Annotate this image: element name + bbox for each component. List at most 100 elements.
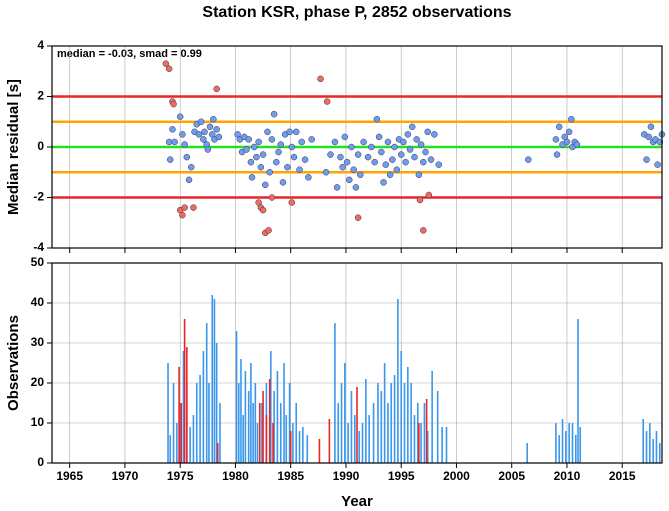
x-tick-label: 1970 xyxy=(112,469,139,483)
bar xyxy=(235,331,238,463)
bar xyxy=(436,391,439,463)
point xyxy=(378,148,385,156)
plot-frame xyxy=(51,262,663,464)
point xyxy=(409,123,416,131)
point xyxy=(565,128,573,136)
annotation: median = -0.03, smad = 0.99 xyxy=(57,48,202,60)
point xyxy=(245,136,252,143)
point xyxy=(656,138,664,146)
point xyxy=(270,110,278,118)
point xyxy=(308,136,315,143)
bar xyxy=(642,419,645,463)
bar xyxy=(407,367,409,463)
plot-frame xyxy=(51,45,663,249)
bar xyxy=(365,379,367,463)
point xyxy=(286,128,293,136)
bar xyxy=(350,391,353,463)
point xyxy=(416,196,424,204)
bar xyxy=(368,415,370,463)
x-tick-label: 1990 xyxy=(333,469,360,483)
bar xyxy=(213,299,216,463)
point xyxy=(333,184,341,191)
bar xyxy=(575,435,577,463)
bar xyxy=(182,351,185,463)
bar xyxy=(179,403,181,463)
point xyxy=(317,75,324,83)
point xyxy=(301,156,309,163)
bar xyxy=(272,423,274,463)
point xyxy=(647,123,655,131)
bar xyxy=(655,431,658,463)
point xyxy=(343,158,351,166)
bar xyxy=(526,443,528,463)
y-tick-label: 40 xyxy=(31,295,45,309)
point xyxy=(420,227,427,234)
y-tick-label: 10 xyxy=(31,415,45,429)
x-tick-label: 1985 xyxy=(277,469,304,483)
bar xyxy=(353,415,356,463)
bar xyxy=(344,363,346,463)
point xyxy=(169,126,176,133)
point xyxy=(187,163,195,171)
bar xyxy=(237,383,240,463)
point xyxy=(568,115,575,123)
point xyxy=(273,158,280,166)
bar xyxy=(215,343,218,463)
bar xyxy=(426,431,429,463)
bar xyxy=(403,383,406,463)
bar xyxy=(302,427,304,463)
point xyxy=(210,115,217,123)
x-tick-label: 2005 xyxy=(498,469,525,483)
point xyxy=(352,184,360,191)
point xyxy=(243,146,250,153)
bar xyxy=(258,403,261,463)
y-axis-label: Median residual [s] xyxy=(5,79,22,215)
bar xyxy=(250,363,252,463)
bar xyxy=(372,403,375,463)
point xyxy=(179,131,186,138)
y-tick-label: 20 xyxy=(31,375,45,389)
point xyxy=(265,227,272,234)
point xyxy=(654,161,661,168)
bar xyxy=(380,391,383,463)
bar xyxy=(183,319,186,463)
bar xyxy=(658,443,661,463)
point xyxy=(364,153,372,161)
x-axis-label: Year xyxy=(341,493,373,510)
point xyxy=(190,204,197,211)
bar xyxy=(390,383,393,463)
point xyxy=(341,133,349,141)
point xyxy=(360,138,367,146)
bar xyxy=(186,347,188,463)
bar xyxy=(652,439,654,463)
point xyxy=(427,156,435,163)
point xyxy=(266,169,273,176)
point xyxy=(402,158,409,166)
bar xyxy=(295,403,298,463)
bar xyxy=(252,403,254,463)
point xyxy=(404,131,412,138)
point xyxy=(165,65,173,72)
point xyxy=(400,138,407,146)
point xyxy=(573,141,581,148)
point xyxy=(305,174,312,181)
bar xyxy=(358,431,361,463)
bar xyxy=(268,379,271,463)
point xyxy=(206,123,214,131)
point xyxy=(397,151,405,158)
point xyxy=(162,60,170,67)
bar xyxy=(279,403,282,463)
bar xyxy=(205,323,208,463)
bar xyxy=(356,387,358,463)
point xyxy=(422,148,429,156)
x-tick-label: 2010 xyxy=(554,469,581,483)
point xyxy=(327,151,334,158)
point xyxy=(380,179,387,186)
bar xyxy=(558,435,561,463)
point xyxy=(185,176,193,184)
y-tick-label: -4 xyxy=(33,240,44,254)
bar xyxy=(292,423,294,463)
bar xyxy=(176,423,178,463)
bar xyxy=(416,403,419,463)
point xyxy=(411,153,418,161)
